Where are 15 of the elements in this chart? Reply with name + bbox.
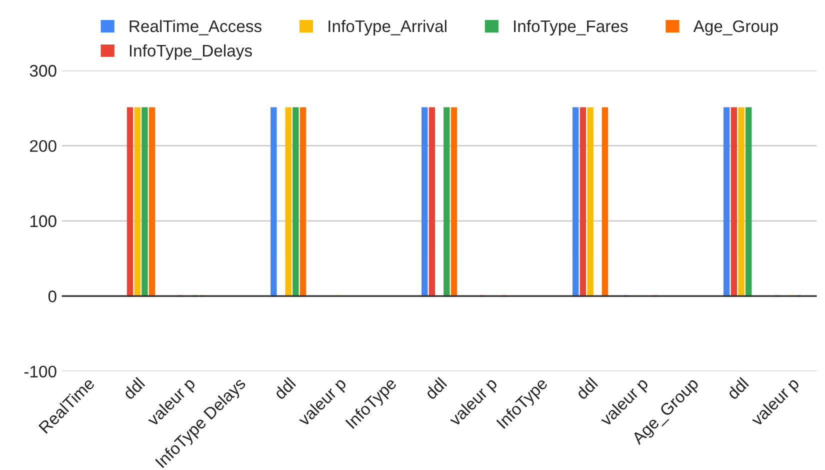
legend-label: InfoType_Delays (130, 44, 252, 60)
x-tick-label: ddl (726, 376, 750, 400)
legend-label: RealTime_Access (130, 20, 262, 36)
x-tick-label: ddl (122, 376, 146, 400)
y-tick-label: 100 (30, 215, 56, 228)
y-tick-label: 300 (30, 64, 56, 77)
legend-label: Age_Group (693, 20, 778, 36)
y-tick-label: 0 (48, 290, 56, 302)
legend-label: InfoType_Fares (514, 20, 628, 36)
y-tick-label: 200 (30, 140, 56, 152)
y-tick-label: -100 (24, 366, 56, 378)
legend-label: InfoType_Arrival (328, 20, 446, 36)
x-tick-label: ddl (273, 376, 296, 400)
x-tick-label: ddl (424, 376, 448, 400)
x-tick-label: ddl (575, 376, 598, 400)
